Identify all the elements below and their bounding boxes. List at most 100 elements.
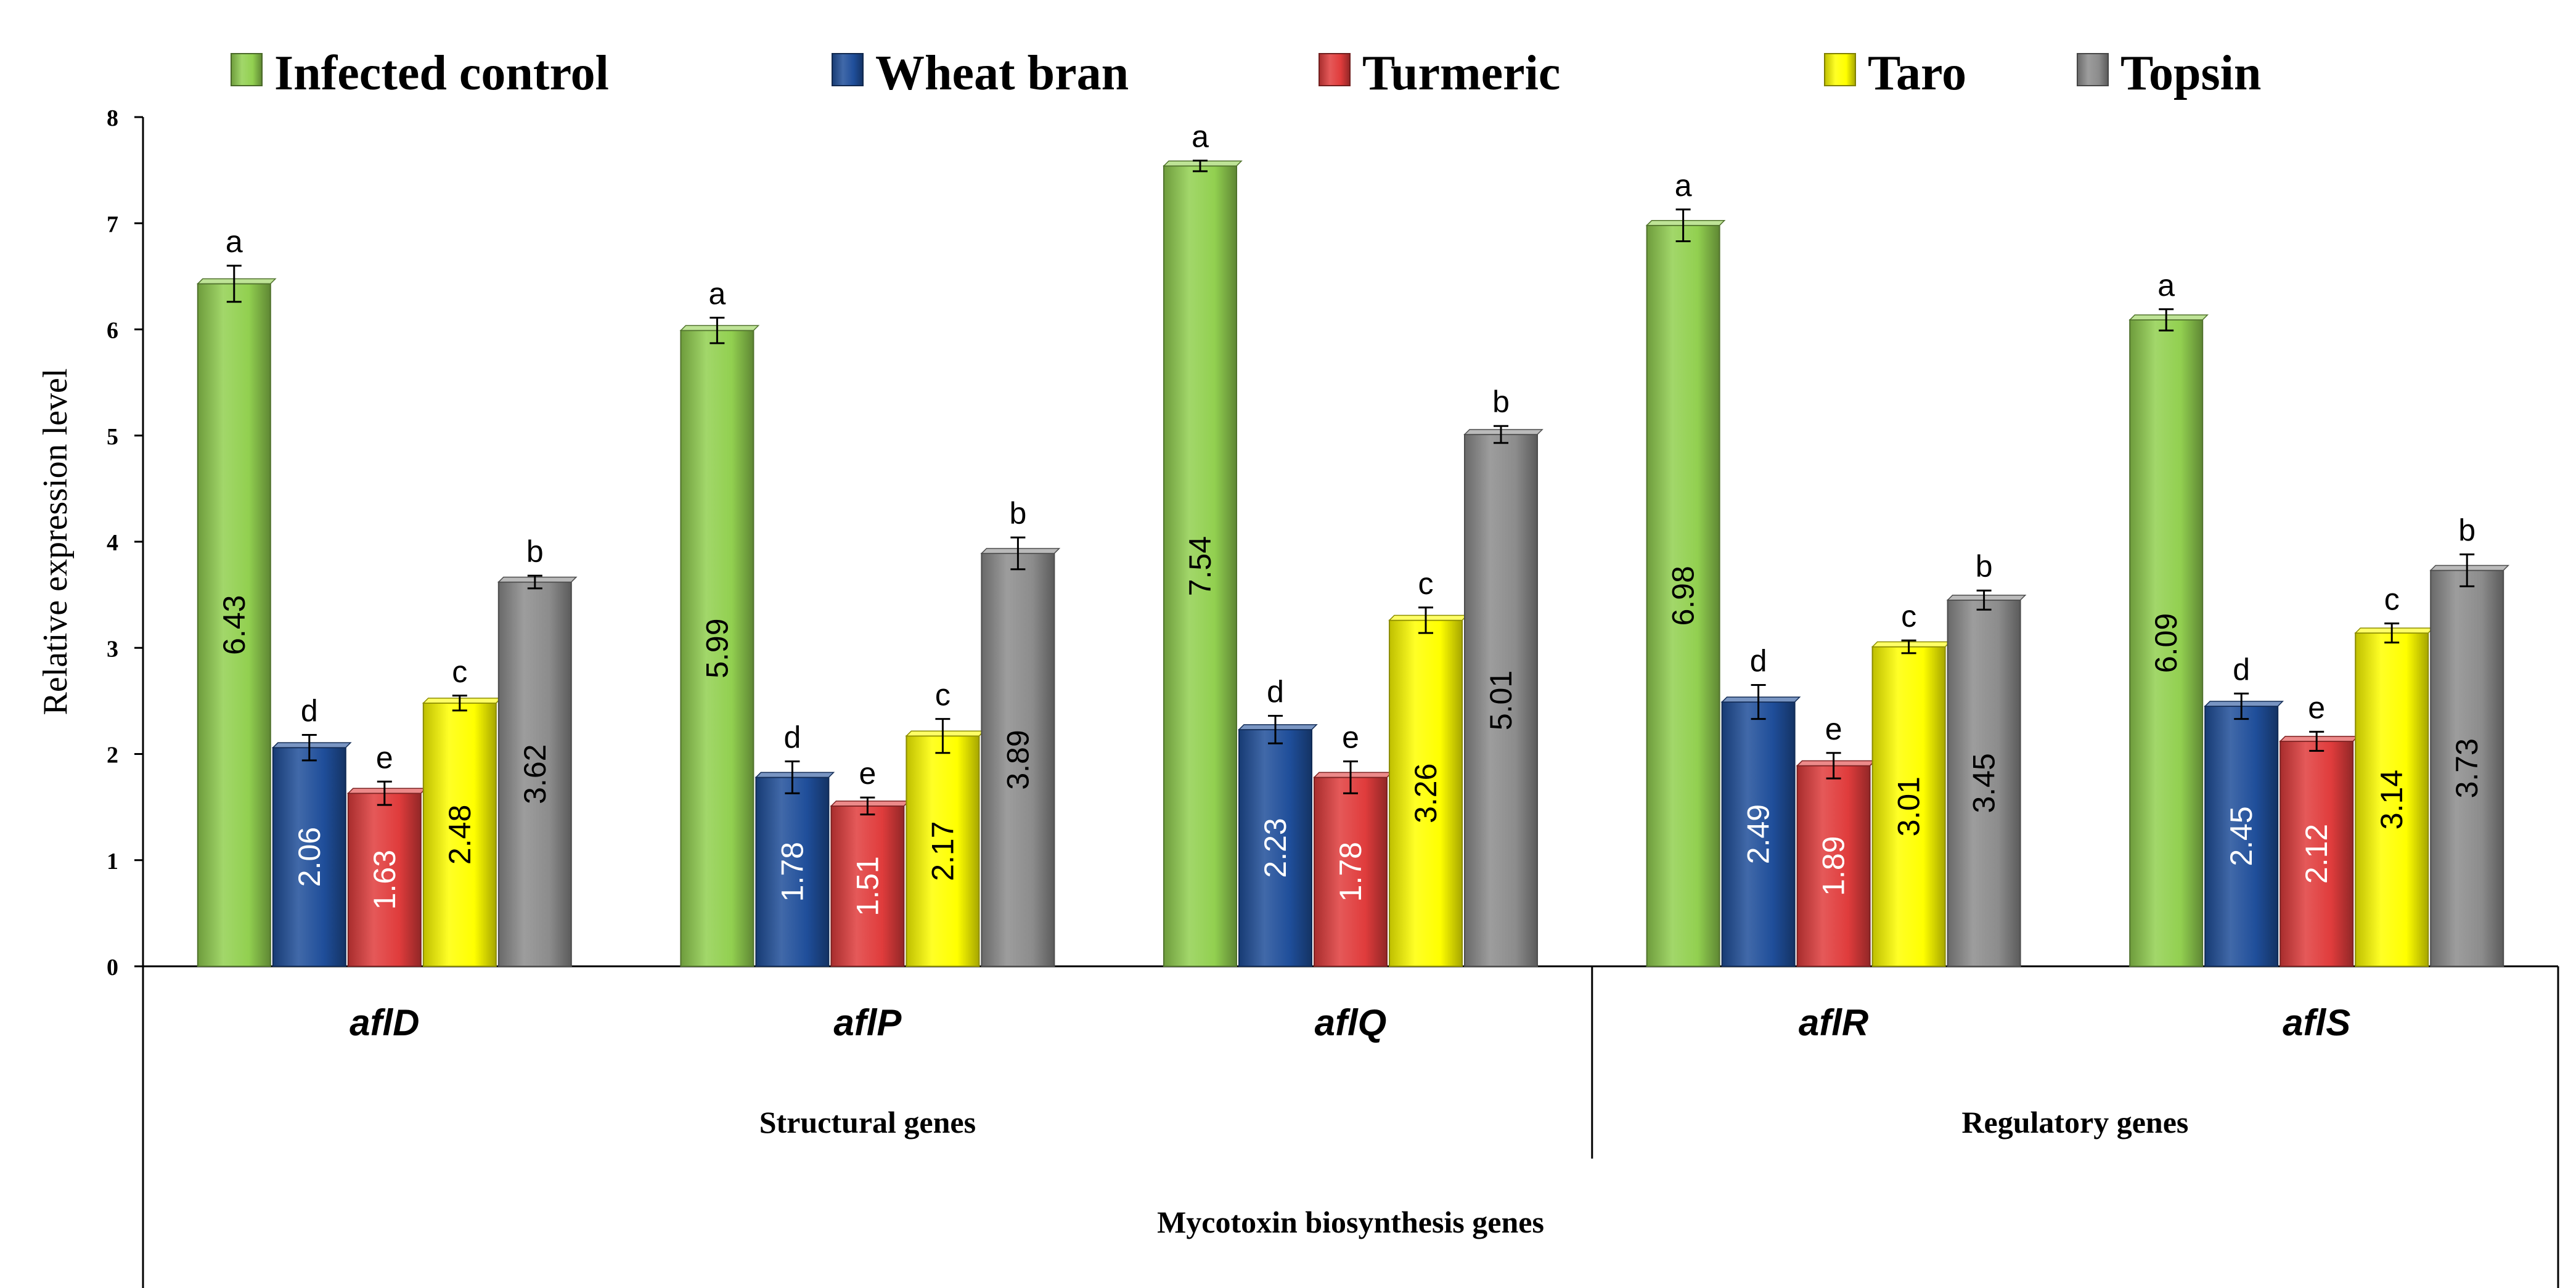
data-label-aflQ-2: 2.23 — [1258, 818, 1293, 878]
y-tick-label-6: 6 — [107, 318, 118, 344]
bar-top-aflS-1 — [2128, 314, 2209, 320]
data-label-aflR-4: 3.01 — [1892, 776, 1926, 836]
significance-letter-aflS-5: b — [2458, 513, 2476, 548]
legend-label-1: Infected control — [274, 46, 609, 100]
y-tick-label-7: 7 — [107, 211, 118, 237]
significance-letter-aflP-3: e — [859, 756, 876, 791]
significance-letter-aflD-1: a — [226, 224, 243, 259]
bar-aflS-4 — [2355, 632, 2429, 967]
bar-aflS-5 — [2430, 569, 2504, 967]
legend-swatch-2 — [832, 53, 864, 86]
significance-letter-aflQ-5: b — [1492, 385, 1510, 419]
data-label-aflQ-3: 1.78 — [1333, 842, 1368, 902]
data-label-aflP-4: 2.17 — [925, 821, 960, 881]
bar-top-aflQ-5 — [1463, 429, 1544, 435]
y-tick-label-8: 8 — [107, 105, 118, 131]
significance-letter-aflR-2: d — [1750, 644, 1767, 679]
y-tick-label-5: 5 — [107, 424, 118, 450]
data-label-aflP-1: 5.99 — [700, 618, 734, 678]
y-tick-label-0: 0 — [107, 955, 118, 980]
bar-aflQ-3 — [1314, 776, 1388, 968]
bar-top-aflQ-3 — [1313, 772, 1393, 778]
bar-top-aflS-3 — [2279, 736, 2360, 742]
bar-aflD-2 — [272, 747, 346, 968]
legend-swatch-3 — [1319, 53, 1351, 86]
significance-letter-aflD-4: c — [452, 654, 467, 689]
y-tick-label-2: 2 — [107, 743, 118, 768]
significance-letter-aflR-3: e — [1825, 712, 1842, 746]
x-axis-title: Mycotoxin biosynthesis genes — [1157, 1205, 1544, 1239]
bar-top-aflD-4 — [422, 698, 502, 704]
data-label-aflP-3: 1.51 — [850, 856, 885, 916]
category-label-aflQ: aflQ — [1315, 1002, 1387, 1043]
category-label-aflR: aflR — [1799, 1002, 1868, 1043]
data-label-aflR-1: 6.98 — [1666, 566, 1701, 626]
bar-top-aflR-4 — [1871, 641, 1952, 648]
bar-top-aflP-1 — [679, 325, 760, 331]
data-label-aflD-3: 1.63 — [367, 850, 402, 910]
bar-top-aflR-5 — [1946, 594, 2027, 601]
category-label-aflP: aflP — [833, 1002, 902, 1043]
bar-aflD-5 — [497, 581, 572, 967]
significance-letter-aflD-5: b — [526, 534, 544, 569]
bar-aflQ-5 — [1464, 434, 1538, 967]
significance-letter-aflQ-1: a — [1192, 120, 1209, 154]
data-label-aflR-5: 3.45 — [1967, 753, 2002, 813]
data-label-aflD-1: 6.43 — [217, 595, 251, 655]
bar-aflR-2 — [1721, 701, 1796, 968]
legend-swatch-4 — [1824, 53, 1856, 86]
data-label-aflD-5: 3.62 — [518, 744, 552, 804]
category-label-aflD: aflD — [350, 1002, 419, 1043]
bar-aflP-5 — [981, 552, 1055, 967]
legend-label-5: Topsin — [2120, 46, 2261, 100]
legend-swatch-1 — [231, 53, 263, 86]
significance-letter-aflD-3: e — [376, 740, 393, 775]
bar-top-aflP-5 — [980, 548, 1061, 554]
bar-top-aflD-1 — [196, 278, 277, 285]
bar-top-aflQ-1 — [1163, 160, 1243, 166]
significance-letter-aflQ-3: e — [1342, 720, 1359, 755]
significance-letter-aflQ-2: d — [1267, 674, 1284, 709]
bar-aflR-3 — [1796, 765, 1871, 967]
bar-top-aflS-2 — [2204, 701, 2284, 707]
bar-top-aflQ-4 — [1388, 614, 1468, 621]
bar-top-aflS-5 — [2429, 565, 2510, 571]
category-label-aflS: aflS — [2283, 1002, 2350, 1043]
bar-aflP-3 — [830, 805, 905, 967]
significance-letter-aflS-4: c — [2384, 582, 2400, 617]
bar-aflP-2 — [755, 776, 830, 968]
data-label-aflS-1: 6.09 — [2149, 613, 2183, 673]
data-label-aflD-2: 2.06 — [292, 827, 327, 887]
bar-top-aflD-3 — [346, 788, 427, 794]
bar-aflQ-1 — [1163, 165, 1237, 967]
data-label-aflS-2: 2.45 — [2224, 806, 2259, 866]
bar-top-aflD-5 — [497, 576, 578, 583]
data-label-aflR-2: 2.49 — [1741, 804, 1776, 864]
data-label-aflR-3: 1.89 — [1817, 836, 1851, 896]
data-label-aflS-5: 3.73 — [2450, 738, 2484, 798]
bar-aflR-4 — [1871, 646, 1946, 967]
significance-letter-aflS-1: a — [2157, 268, 2175, 303]
bar-top-aflD-2 — [271, 742, 352, 748]
data-label-aflQ-4: 3.26 — [1409, 764, 1443, 823]
significance-letter-aflP-2: d — [783, 720, 801, 755]
significance-letter-aflS-3: e — [2308, 690, 2325, 725]
significance-letter-aflP-4: c — [935, 678, 951, 712]
y-axis-title: Relative expression level — [36, 369, 75, 715]
bar-aflP-4 — [906, 735, 980, 968]
y-tick-label-1: 1 — [107, 849, 118, 874]
bar-aflQ-2 — [1238, 728, 1312, 967]
legend-label-4: Taro — [1868, 46, 1966, 100]
significance-letter-aflR-5: b — [1976, 549, 1993, 584]
axes: 0 1 2 3 4 5 6 7 8 Relative expression level aflD af… — [36, 105, 2559, 1288]
bars-layer — [196, 160, 2510, 968]
bar-top-aflR-3 — [1796, 760, 1876, 767]
data-label-aflQ-5: 5.01 — [1484, 670, 1518, 730]
legend: Infected control Wheat bran Turmeric Taro To… — [231, 46, 2261, 100]
bar-aflD-3 — [347, 793, 422, 968]
data-label-aflP-2: 1.78 — [775, 842, 809, 902]
bar-top-aflP-4 — [905, 730, 986, 736]
data-label-aflS-4: 3.14 — [2374, 770, 2409, 829]
bar-aflD-1 — [197, 283, 271, 967]
significance-letter-aflP-1: a — [708, 277, 726, 311]
